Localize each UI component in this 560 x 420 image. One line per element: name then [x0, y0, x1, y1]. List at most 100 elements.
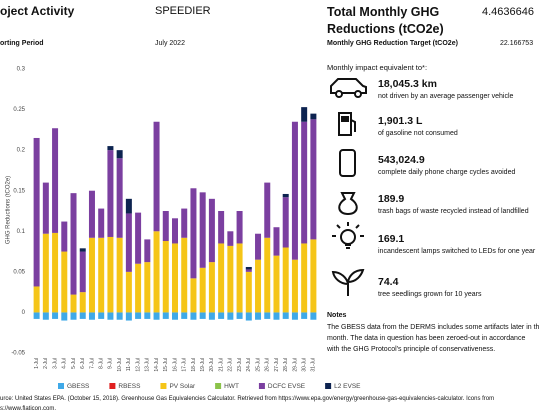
bar-segment [291, 312, 298, 320]
bar-segment [199, 192, 206, 268]
bar-segment [79, 292, 86, 313]
bar-segment [116, 237, 123, 313]
bar-segment [208, 198, 215, 263]
bar-segment [181, 237, 188, 313]
bar-segment [264, 312, 271, 319]
bar-segment [135, 212, 142, 264]
bar-segment [70, 193, 77, 295]
bar-segment [125, 198, 132, 214]
bar-segment [236, 312, 243, 319]
bar-segment [301, 121, 308, 244]
impact-text: incandescent lamps switched to LEDs for … [378, 248, 536, 255]
bar-segment [135, 263, 142, 313]
x-tick-label: 15-Jul [163, 358, 169, 372]
total-label: Total Monthly GHG Reductions (tCO2e) [327, 5, 444, 36]
bar-segment [301, 107, 308, 122]
bar-segment [88, 312, 95, 320]
x-tick-label: 9-Jul [108, 358, 114, 369]
y-tick-label: 0.15 [13, 188, 25, 194]
bar-segment [33, 312, 40, 319]
bar-segment [52, 312, 59, 319]
legend-swatch [258, 383, 265, 389]
bar-segment [301, 312, 308, 319]
legend-label: DCFC EVSE [268, 383, 306, 390]
bar-segment [227, 312, 234, 320]
legend-label: GBESS [67, 383, 90, 390]
bar-segment [33, 286, 40, 313]
impact-value: 74.4 [378, 276, 399, 288]
bar-segment [135, 312, 142, 319]
x-tick-label: 20-Jul [209, 358, 215, 372]
bar-segment [273, 312, 280, 320]
bar-segment [181, 312, 188, 319]
bar-segment [310, 239, 317, 313]
bar-segment [291, 121, 298, 260]
x-tick-label: 27-Jul [274, 358, 280, 372]
x-tick-label: 30-Jul [301, 358, 307, 372]
x-tick-label: 21-Jul [218, 358, 224, 372]
trash-bag-icon [338, 192, 358, 216]
bar-segment [162, 211, 169, 242]
y-tick-label: 0 [22, 310, 26, 316]
y-tick-label: 0.2 [17, 148, 26, 154]
impact-text: of gasoline not consumed [378, 130, 458, 137]
bar-segment [116, 312, 123, 320]
y-tick-label: 0.25 [13, 107, 25, 113]
x-tick-label: 7-Jul [89, 358, 95, 369]
bar-segment [42, 312, 49, 320]
bar-segment [88, 190, 95, 238]
impact-title: Monthly impact equivalent to*: [327, 63, 428, 72]
y-tick-label: -0.05 [11, 351, 25, 357]
bar-segment [153, 312, 160, 320]
bar-segment [107, 236, 114, 313]
bar-segment [282, 197, 289, 248]
car-icon [330, 78, 367, 98]
bar-segment [227, 245, 234, 313]
bar-segment [282, 312, 289, 319]
bulb-icon [332, 222, 364, 249]
y-axis-label: GHG Reductions (tCO2e) [6, 176, 12, 244]
x-tick-label: 18-Jul [191, 358, 197, 372]
bar-segment [245, 269, 252, 272]
legend-label: HWT [224, 383, 239, 390]
impact-text: trash bags of waste recycled instead of … [378, 208, 529, 215]
x-tick-label: 25-Jul [255, 358, 261, 372]
bar-segment [273, 255, 280, 313]
bar-segment [61, 251, 68, 313]
bar-segment [264, 237, 271, 313]
target: 22.166753 [500, 40, 534, 47]
bar-segment [208, 312, 215, 320]
bar-segment [125, 271, 132, 313]
notes-line: month. The data in question has been zer… [327, 335, 526, 342]
legend-swatch [109, 383, 116, 389]
bar-segment [70, 294, 77, 313]
x-tick-label: 13-Jul [145, 358, 151, 372]
bar-segment [116, 158, 123, 238]
impact-text: tree seedlings grown for 10 years [378, 291, 482, 298]
impact-value: 18,045.3 km [378, 78, 437, 90]
bar-segment [255, 259, 262, 313]
bar-segment [162, 241, 169, 313]
bar-segment [255, 233, 262, 260]
plant-icon [331, 268, 365, 296]
notes-line: The GBESS data from the DERMS includes s… [327, 324, 540, 331]
x-tick-label: 29-Jul [292, 358, 298, 372]
x-tick-label: 14-Jul [154, 358, 160, 372]
bar-segment [88, 237, 95, 313]
y-tick-label: 0.3 [17, 67, 26, 73]
bar-segment [144, 239, 151, 263]
bar-segment [144, 312, 151, 319]
impact-value: 543,024.9 [378, 154, 425, 166]
x-tick-label: 28-Jul [283, 358, 289, 372]
y-tick-label: 0.1 [17, 229, 26, 235]
bar-segment [107, 150, 114, 237]
bar-segment [153, 231, 160, 313]
x-tick-label: 10-Jul [117, 358, 123, 372]
phone-icon [339, 149, 356, 177]
bar-segment [190, 278, 197, 313]
bar-segment [42, 233, 49, 313]
source-line: s://www.flaticon.com. [0, 406, 57, 412]
period: July 2022 [155, 40, 185, 47]
x-tick-label: 26-Jul [265, 358, 271, 372]
x-tick-label: 19-Jul [200, 358, 206, 372]
